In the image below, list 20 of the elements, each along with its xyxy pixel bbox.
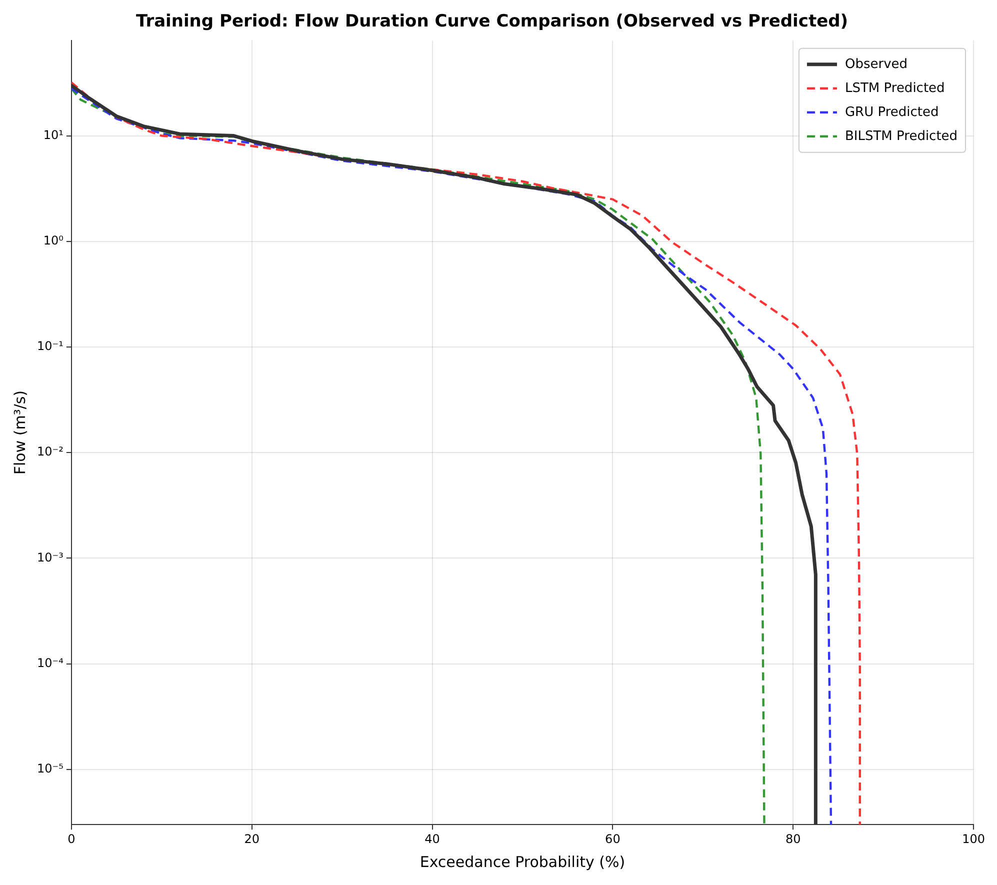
x-tick-label: 80 [785,832,801,846]
x-tick-label: 100 [962,832,985,846]
legend-label: GRU Predicted [844,104,939,120]
legend-label: BILSTM Predicted [844,128,958,144]
x-tick-label: 0 [68,832,76,846]
y-tick-label: 10⁰ [43,233,64,248]
legend-label: Observed [844,56,908,72]
y-axis-title: Flow (m³/s) [10,390,29,475]
legend-label: LSTM Predicted [844,80,945,96]
y-tick-label: 10⁻³ [36,550,64,564]
x-tick-label: 60 [605,832,620,846]
y-tick-label: 10⁻⁴ [36,656,64,670]
y-tick-label: 10⁻² [36,444,64,459]
y-tick-label: 10⁻⁵ [36,762,64,776]
x-tick-label: 40 [424,832,440,846]
y-tick-label: 10⁻¹ [36,339,64,354]
x-axis-title: Exceedance Probability (%) [420,852,626,871]
x-tick-label: 20 [244,832,260,846]
y-tick-label: 10¹ [43,128,64,142]
chart-title: Training Period: Flow Duration Curve Comparison (Observed vs Predicted) [136,12,848,32]
